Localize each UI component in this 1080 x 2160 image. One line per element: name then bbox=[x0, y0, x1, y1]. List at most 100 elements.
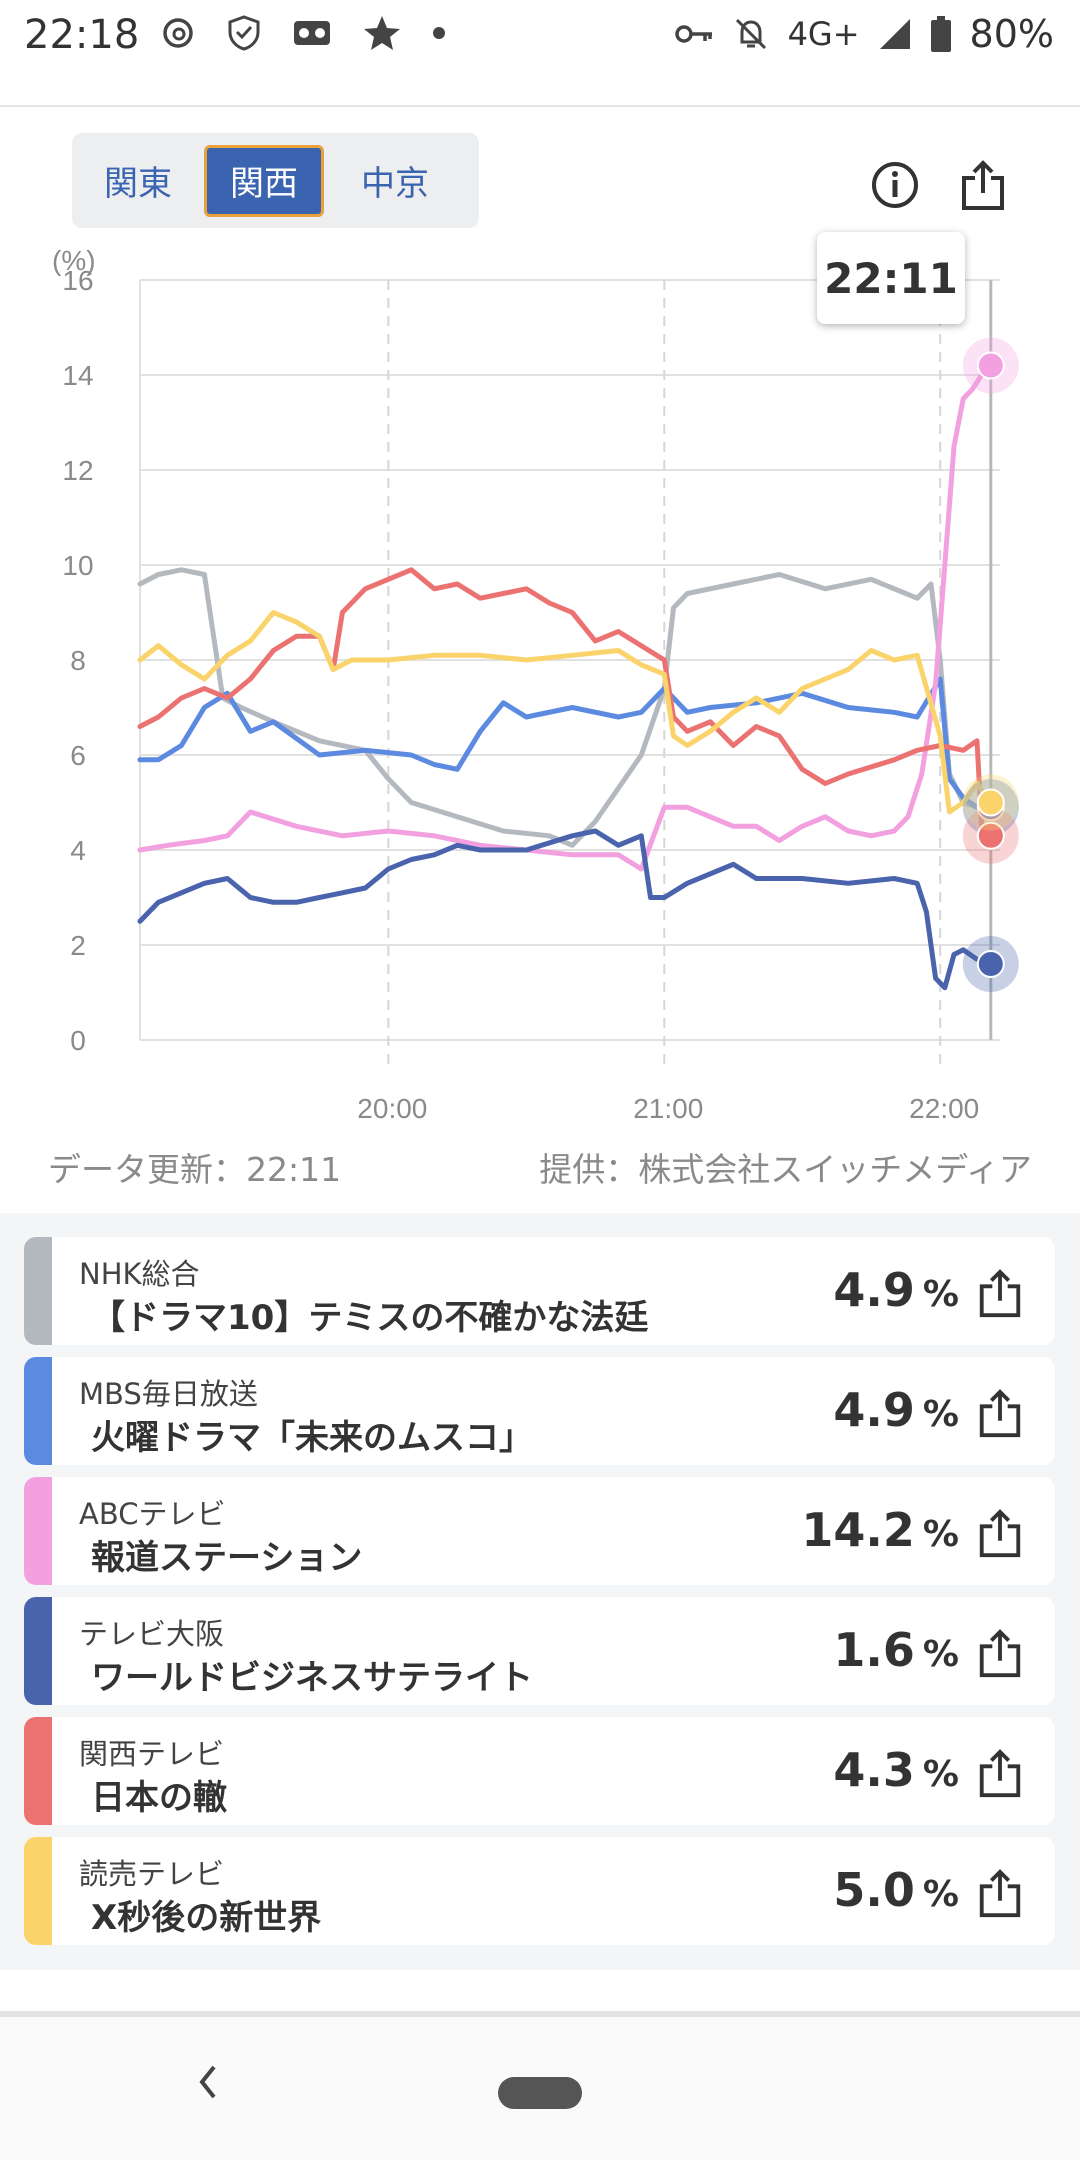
program-card[interactable]: NHK総合 【ドラマ10】テミスの不確かな法廷 4.9% bbox=[24, 1237, 1055, 1345]
x-tick-label: 22:00 bbox=[909, 1093, 979, 1124]
rating-unit: % bbox=[922, 1874, 959, 1915]
rating-number: 4.9 bbox=[833, 1383, 915, 1437]
rating-unit: % bbox=[922, 1274, 959, 1315]
series-line bbox=[137, 676, 994, 810]
series-end-point bbox=[976, 821, 1005, 850]
program-card[interactable]: 関西テレビ 日本の轍 4.3% bbox=[24, 1717, 1055, 1825]
rating-number: 4.9 bbox=[833, 1263, 915, 1317]
program-title: 火曜ドラマ「未来のムスコ」 bbox=[91, 1418, 533, 1458]
y-tick-label: 8 bbox=[70, 645, 86, 676]
program-card[interactable]: テレビ大阪 ワールドビジネスサテライト 1.6% bbox=[24, 1597, 1055, 1705]
station-name: 読売テレビ bbox=[79, 1857, 225, 1891]
rating-value: 5.0% bbox=[833, 1863, 959, 1917]
series-line bbox=[137, 610, 994, 815]
status-bar: 22:18 4G+ 80% bbox=[0, 0, 1080, 107]
rating-value: 4.3% bbox=[833, 1743, 959, 1797]
rating-value: 14.2% bbox=[801, 1503, 959, 1557]
program-title: 【ドラマ10】テミスの不確かな法廷 bbox=[91, 1298, 649, 1338]
shield-check-icon bbox=[226, 14, 262, 52]
station-color-stripe bbox=[24, 1357, 52, 1465]
station-color-stripe bbox=[24, 1237, 52, 1345]
program-title: X秒後の新世界 bbox=[91, 1898, 322, 1938]
station-name: テレビ大阪 bbox=[79, 1617, 225, 1651]
station-color-stripe bbox=[24, 1837, 52, 1945]
data-provider: 提供：株式会社スイッチメディア bbox=[539, 1150, 1032, 1189]
rating-unit: % bbox=[922, 1634, 959, 1675]
program-card[interactable]: 読売テレビ X秒後の新世界 5.0% bbox=[24, 1837, 1055, 1945]
share-icon[interactable] bbox=[975, 1389, 1025, 1443]
y-tick-label: 6 bbox=[70, 740, 86, 771]
series-line bbox=[137, 363, 994, 872]
threads-icon bbox=[160, 15, 196, 51]
network-type: 4G+ bbox=[787, 15, 860, 53]
rating-unit: % bbox=[922, 1514, 959, 1555]
rating-number: 1.6 bbox=[833, 1623, 915, 1677]
station-name: MBS毎日放送 bbox=[79, 1377, 258, 1411]
tab-chukyo[interactable]: 中京 bbox=[361, 164, 429, 204]
share-icon[interactable] bbox=[975, 1749, 1025, 1803]
station-color-stripe bbox=[24, 1717, 52, 1825]
series-line bbox=[137, 567, 994, 848]
rating-number: 14.2 bbox=[801, 1503, 915, 1557]
key-icon bbox=[674, 22, 714, 46]
rating-number: 4.3 bbox=[833, 1743, 915, 1797]
x-tick-label: 20:00 bbox=[357, 1093, 427, 1124]
share-icon[interactable] bbox=[975, 1629, 1025, 1683]
tab-kanto[interactable]: 関東 bbox=[104, 164, 172, 204]
rating-unit: % bbox=[922, 1754, 959, 1795]
x-tick-label: 21:00 bbox=[633, 1093, 703, 1124]
station-color-stripe bbox=[24, 1597, 52, 1705]
data-updated: データ更新：22:11 bbox=[48, 1150, 342, 1189]
program-list: NHK総合 【ドラマ10】テミスの不確かな法廷 4.9% MBS毎日放送 火曜ド… bbox=[0, 1213, 1080, 1970]
ratings-chart[interactable]: (%) 0 2 4 6 8 10 12 14 16 20:00 21:00 22:00 bbox=[0, 240, 1080, 1140]
y-tick-label: 0 bbox=[70, 1025, 86, 1056]
program-title: 報道ステーション bbox=[91, 1538, 363, 1578]
rating-unit: % bbox=[922, 1394, 959, 1435]
home-pill[interactable] bbox=[498, 2077, 582, 2109]
navigation-bar bbox=[0, 2017, 1080, 2160]
rating-value: 4.9% bbox=[833, 1383, 959, 1437]
rating-value: 4.9% bbox=[833, 1263, 959, 1317]
y-tick-label: 2 bbox=[70, 930, 86, 961]
status-time: 22:18 bbox=[24, 12, 140, 58]
program-card[interactable]: MBS毎日放送 火曜ドラマ「未来のムスコ」 4.9% bbox=[24, 1357, 1055, 1465]
y-axis-unit: (%) bbox=[52, 245, 96, 276]
dot-icon bbox=[432, 26, 446, 40]
series-end-point bbox=[976, 351, 1005, 380]
station-color-stripe bbox=[24, 1477, 52, 1585]
y-tick-label: 10 bbox=[62, 550, 93, 581]
program-card[interactable]: ABCテレビ 報道ステーション 14.2% bbox=[24, 1477, 1055, 1585]
series-end-point bbox=[976, 788, 1005, 817]
series-line bbox=[137, 567, 994, 839]
battery-percent: 80% bbox=[969, 12, 1054, 56]
rating-value: 1.6% bbox=[833, 1623, 959, 1677]
share-icon[interactable] bbox=[975, 1509, 1025, 1563]
tab-kansai[interactable]: 関西 bbox=[204, 144, 324, 217]
y-tick-label: 4 bbox=[70, 835, 86, 866]
series-line bbox=[137, 828, 994, 991]
divider bbox=[0, 2011, 1080, 2017]
station-name: ABCテレビ bbox=[79, 1497, 226, 1531]
rating-number: 5.0 bbox=[833, 1863, 915, 1917]
station-name: 関西テレビ bbox=[79, 1737, 225, 1771]
y-tick-label: 12 bbox=[62, 455, 93, 486]
share-icon[interactable] bbox=[975, 1869, 1025, 1923]
y-tick-label: 16 bbox=[62, 265, 93, 296]
meta-row: データ更新：22:11 提供：株式会社スイッチメディア bbox=[48, 1143, 1032, 1193]
voicemail-icon bbox=[292, 18, 332, 48]
program-title: ワールドビジネスサテライト bbox=[91, 1658, 533, 1698]
share-icon[interactable] bbox=[975, 1269, 1025, 1323]
region-tabs: 関東 関西 中京 bbox=[72, 133, 479, 228]
bell-off-icon bbox=[732, 15, 770, 53]
series-end-point bbox=[976, 950, 1005, 978]
signal-icon bbox=[878, 17, 912, 51]
info-icon[interactable] bbox=[870, 160, 920, 216]
y-tick-label: 14 bbox=[62, 360, 93, 391]
program-title: 日本の轍 bbox=[91, 1778, 227, 1818]
chart-tooltip: 22:11 bbox=[817, 232, 965, 324]
back-icon[interactable] bbox=[190, 2057, 224, 2111]
share-icon[interactable] bbox=[958, 160, 1008, 216]
battery-icon bbox=[930, 15, 952, 53]
star-icon bbox=[362, 14, 402, 52]
station-name: NHK総合 bbox=[79, 1257, 200, 1291]
